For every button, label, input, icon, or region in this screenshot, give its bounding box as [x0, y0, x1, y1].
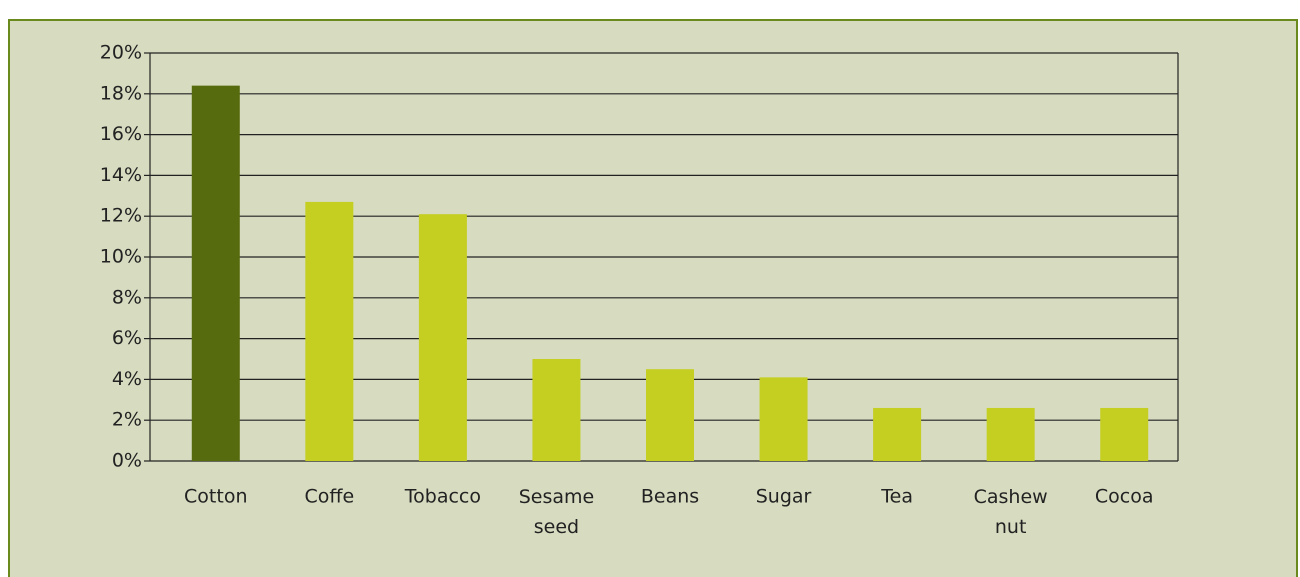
bar — [646, 369, 694, 461]
x-tick-label: Sugar — [756, 486, 812, 508]
x-tick-label: Cotton — [184, 486, 247, 508]
x-tick-label: Sesame seed — [519, 486, 595, 538]
y-tick-label: 2% — [112, 409, 142, 431]
bar — [873, 407, 922, 461]
y-tick-label: 10% — [100, 246, 142, 268]
bar — [1100, 407, 1149, 461]
bar — [418, 214, 467, 461]
bar — [532, 359, 581, 461]
y-tick-label: 20% — [100, 42, 142, 64]
bar — [305, 201, 354, 462]
y-tick-label: 12% — [100, 205, 142, 227]
x-tick-label-line: nut — [995, 516, 1027, 538]
y-tick-label: 16% — [100, 123, 142, 145]
y-tick-label: 18% — [100, 82, 142, 104]
x-tick-label: Tobacco — [404, 486, 481, 508]
y-tick-label: 8% — [112, 286, 142, 308]
x-tick-label: Beans — [641, 486, 699, 508]
x-tick-label-line: Cashew — [974, 486, 1048, 508]
x-tick-label: Tea — [880, 486, 913, 508]
y-tick-label: 6% — [112, 327, 142, 349]
y-tick-label: 14% — [100, 164, 142, 186]
x-tick-label: Coffe — [304, 486, 354, 508]
x-tick-label-line: seed — [534, 516, 579, 538]
bar — [759, 377, 808, 461]
bar — [986, 407, 1035, 461]
x-tick-label: Cashew nut — [974, 486, 1048, 538]
y-tick-label: 4% — [112, 368, 142, 390]
y-tick-label: 0% — [112, 450, 142, 472]
x-tick-label: Cocoa — [1095, 486, 1154, 508]
bar — [191, 85, 240, 461]
x-tick-label-line: Sesame — [519, 486, 595, 508]
